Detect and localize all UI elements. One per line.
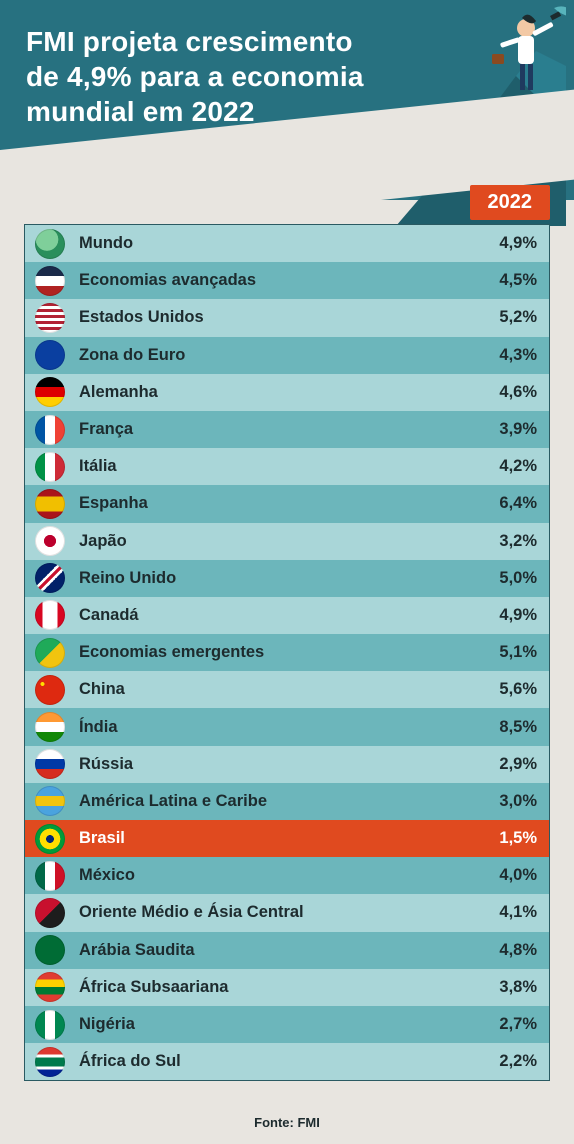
growth-value: 2,9% <box>499 755 537 774</box>
year-badge: 2022 <box>470 185 551 220</box>
growth-value: 3,0% <box>499 792 537 811</box>
growth-value: 5,1% <box>499 643 537 662</box>
table-row: Mundo4,9% <box>25 225 549 262</box>
growth-value: 4,2% <box>499 457 537 476</box>
flag-icon <box>35 935 65 965</box>
table-row: Rússia2,9% <box>25 746 549 783</box>
region-name: Índia <box>79 718 499 737</box>
flag-icon <box>35 229 65 259</box>
region-name: Japão <box>79 532 499 551</box>
flag-icon <box>35 861 65 891</box>
table-row: Índia8,5% <box>25 708 549 745</box>
flag-icon <box>35 600 65 630</box>
growth-value: 3,9% <box>499 420 537 439</box>
flag-icon <box>35 712 65 742</box>
flag-icon <box>35 452 65 482</box>
region-name: Economias avançadas <box>79 271 499 290</box>
flag-icon <box>35 340 65 370</box>
table-row: França3,9% <box>25 411 549 448</box>
table-row: Espanha6,4% <box>25 485 549 522</box>
flag-icon <box>35 824 65 854</box>
growth-value: 4,1% <box>499 903 537 922</box>
flag-icon <box>35 563 65 593</box>
region-name: Brasil <box>79 829 499 848</box>
table-row: Japão3,2% <box>25 523 549 560</box>
region-name: Itália <box>79 457 499 476</box>
region-name: África do Sul <box>79 1052 499 1071</box>
flag-icon <box>35 675 65 705</box>
growth-value: 4,6% <box>499 383 537 402</box>
flag-icon <box>35 972 65 1002</box>
table-row: China5,6% <box>25 671 549 708</box>
region-name: França <box>79 420 499 439</box>
region-name: Espanha <box>79 494 499 513</box>
flag-icon <box>35 266 65 296</box>
region-name: Mundo <box>79 234 499 253</box>
region-name: Economias emergentes <box>79 643 499 662</box>
growth-value: 4,9% <box>499 234 537 253</box>
region-name: América Latina e Caribe <box>79 792 499 811</box>
flag-icon <box>35 489 65 519</box>
growth-value: 3,2% <box>499 532 537 551</box>
table-row: México4,0% <box>25 857 549 894</box>
flag-icon <box>35 1047 65 1077</box>
growth-value: 3,8% <box>499 978 537 997</box>
growth-value: 5,2% <box>499 308 537 327</box>
growth-value: 4,5% <box>499 271 537 290</box>
growth-value: 8,5% <box>499 718 537 737</box>
table-row: Reino Unido5,0% <box>25 560 549 597</box>
region-name: Rússia <box>79 755 499 774</box>
flag-icon <box>35 1010 65 1040</box>
table-row: América Latina e Caribe3,0% <box>25 783 549 820</box>
table-row: Itália4,2% <box>25 448 549 485</box>
growth-value: 5,0% <box>499 569 537 588</box>
table-row: Brasil1,5% <box>25 820 549 857</box>
table-row: África do Sul2,2% <box>25 1043 549 1080</box>
flag-icon <box>35 526 65 556</box>
growth-value: 4,8% <box>499 941 537 960</box>
growth-value: 4,0% <box>499 866 537 885</box>
region-name: África Subsaariana <box>79 978 499 997</box>
region-name: Zona do Euro <box>79 346 499 365</box>
growth-value: 4,9% <box>499 606 537 625</box>
flag-icon <box>35 638 65 668</box>
region-name: Oriente Médio e Ásia Central <box>79 903 499 922</box>
region-name: Alemanha <box>79 383 499 402</box>
region-name: Nigéria <box>79 1015 499 1034</box>
flag-icon <box>35 303 65 333</box>
table-row: Oriente Médio e Ásia Central4,1% <box>25 894 549 931</box>
region-name: Estados Unidos <box>79 308 499 327</box>
table-row: Economias avançadas4,5% <box>25 262 549 299</box>
growth-value: 5,6% <box>499 680 537 699</box>
flag-icon <box>35 786 65 816</box>
flag-icon <box>35 749 65 779</box>
growth-value: 2,7% <box>499 1015 537 1034</box>
page-title: FMI projeta crescimento de 4,9% para a e… <box>26 24 386 129</box>
table-row: Alemanha4,6% <box>25 374 549 411</box>
table-row: Arábia Saudita4,8% <box>25 932 549 969</box>
table-row: Canadá4,9% <box>25 597 549 634</box>
growth-value: 4,3% <box>499 346 537 365</box>
table-row: Estados Unidos5,2% <box>25 299 549 336</box>
flag-icon <box>35 898 65 928</box>
table-row: Nigéria2,7% <box>25 1006 549 1043</box>
region-name: México <box>79 866 499 885</box>
growth-value: 2,2% <box>499 1052 537 1071</box>
growth-value: 6,4% <box>499 494 537 513</box>
region-name: Reino Unido <box>79 569 499 588</box>
growth-value: 1,5% <box>499 829 537 848</box>
flag-icon <box>35 377 65 407</box>
flag-icon <box>35 415 65 445</box>
table-row: Economias emergentes5,1% <box>25 634 549 671</box>
growth-table: Mundo4,9%Economias avançadas4,5%Estados … <box>24 224 550 1081</box>
table-row: África Subsaariana3,8% <box>25 969 549 1006</box>
region-name: China <box>79 680 499 699</box>
region-name: Arábia Saudita <box>79 941 499 960</box>
source-label: Fonte: FMI <box>0 1115 574 1130</box>
region-name: Canadá <box>79 606 499 625</box>
table-row: Zona do Euro4,3% <box>25 337 549 374</box>
